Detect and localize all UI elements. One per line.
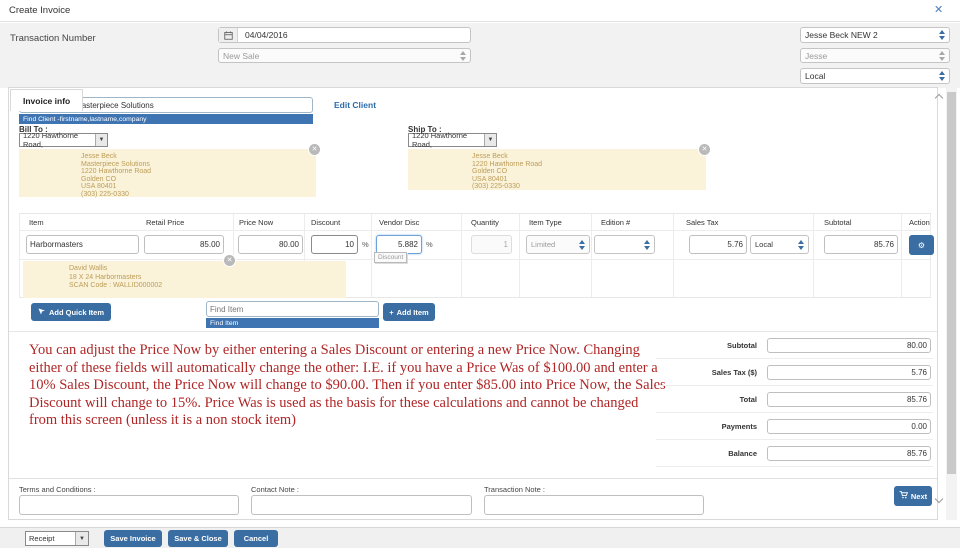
discount-input[interactable] bbox=[311, 235, 358, 254]
cursor-icon bbox=[38, 307, 46, 317]
find-item-input[interactable] bbox=[206, 301, 379, 317]
col-header-sales-tax: Sales Tax bbox=[686, 218, 719, 227]
stepper-icon[interactable] bbox=[939, 71, 945, 81]
vendor-disc-input[interactable] bbox=[376, 235, 422, 254]
sale-type-select[interactable]: New Sale bbox=[218, 48, 471, 63]
chevron-down-icon: ▼ bbox=[483, 134, 496, 146]
item-type-select[interactable]: Limited bbox=[526, 235, 590, 254]
transaction-number-label: Transaction Number bbox=[10, 33, 96, 44]
chevron-down-icon: ▼ bbox=[75, 532, 88, 545]
cart-icon bbox=[899, 491, 908, 501]
col-header-retail-price: Retail Price bbox=[146, 218, 185, 227]
summary-total-input[interactable] bbox=[767, 392, 931, 407]
summary-row-balance: Balance bbox=[656, 440, 933, 467]
ship-to-address: Jesse Beck 1220 Hawthorne Road Golden CO… bbox=[408, 144, 710, 190]
plus-icon: + bbox=[389, 307, 394, 317]
quantity-input bbox=[471, 235, 512, 254]
summary-row-total: Total bbox=[656, 386, 933, 413]
summary-balance-input[interactable] bbox=[767, 446, 931, 461]
contact-note-label: Contact Note : bbox=[251, 485, 299, 494]
transaction-note-label: Transaction Note : bbox=[484, 485, 545, 494]
stepper-icon[interactable] bbox=[939, 30, 945, 40]
save-close-button[interactable]: Save & Close bbox=[168, 530, 228, 547]
save-invoice-button[interactable]: Save Invoice bbox=[104, 530, 162, 547]
terms-label: Terms and Conditions : bbox=[19, 485, 96, 494]
stepper-icon[interactable] bbox=[579, 239, 585, 250]
summary-sales-tax-input[interactable] bbox=[767, 365, 931, 380]
col-header-item-type: Item Type bbox=[529, 218, 562, 227]
tab-invoice-info[interactable]: Invoice info bbox=[10, 89, 84, 111]
modal-footer: Receipt ▼ Save Invoice Save & Close Canc… bbox=[0, 527, 960, 548]
line-subtotal-input[interactable] bbox=[824, 235, 898, 254]
summary-row-sales-tax: Sales Tax ($) bbox=[656, 359, 933, 386]
invoice-summary: Subtotal Sales Tax ($) Total Payments Ba… bbox=[656, 332, 933, 467]
terms-input[interactable] bbox=[19, 495, 239, 515]
pricing-instructions-text: You can adjust the Price Now by either e… bbox=[29, 342, 666, 429]
find-client-hint: Find Client -firstname,lastname,company bbox=[19, 114, 313, 124]
discount-percent-suffix: % bbox=[362, 240, 369, 249]
stepper-icon[interactable] bbox=[939, 50, 945, 61]
summary-row-subtotal: Subtotal bbox=[656, 332, 933, 359]
bill-to-address: Jesse Beck Masterpiece Solutions 1220 Ha… bbox=[19, 144, 320, 198]
contact-note-input[interactable] bbox=[251, 495, 472, 515]
staff-select[interactable]: Jesse bbox=[800, 48, 950, 63]
col-header-item: Item bbox=[29, 218, 44, 227]
bill-to-label: Bill To : bbox=[19, 125, 48, 134]
row-action-button[interactable]: ⚙ bbox=[909, 235, 934, 255]
col-header-vendor-disc: Vendor Disc bbox=[379, 218, 420, 227]
retail-price-input[interactable] bbox=[144, 235, 224, 254]
close-icon[interactable]: ✕ bbox=[309, 144, 320, 155]
location-select[interactable]: Local bbox=[800, 68, 950, 84]
invoice-date-value: 04/04/2016 bbox=[245, 30, 288, 40]
col-header-discount: Discount bbox=[311, 218, 341, 227]
vendor-disc-percent-suffix: % bbox=[426, 240, 433, 249]
price-now-input[interactable] bbox=[238, 235, 303, 254]
cancel-button[interactable]: Cancel bbox=[234, 530, 278, 547]
edition-select[interactable] bbox=[594, 235, 655, 254]
col-header-quantity: Quantity bbox=[471, 218, 499, 227]
find-item-hint: Find Item bbox=[206, 318, 379, 328]
edit-client-link[interactable]: Edit Client bbox=[334, 100, 377, 110]
gear-icon: ⚙ bbox=[917, 240, 926, 250]
receipt-select[interactable]: Receipt ▼ bbox=[25, 531, 89, 546]
item-detail-box: David Wallis 18 X 24 Harbormasters SCAN … bbox=[23, 261, 346, 298]
discount-tooltip: Discount bbox=[374, 252, 408, 263]
summary-subtotal-input[interactable] bbox=[767, 338, 931, 353]
items-table: Item Retail Price Price Now Discount Ven… bbox=[19, 213, 934, 298]
close-icon[interactable]: ✕ bbox=[934, 4, 944, 16]
close-icon[interactable]: ✕ bbox=[224, 255, 235, 266]
add-item-button[interactable]: + Add Item bbox=[383, 303, 435, 321]
invoice-date-field[interactable]: 04/04/2016 bbox=[218, 27, 471, 43]
col-header-action: Action bbox=[909, 218, 930, 227]
tax-location-select[interactable]: Local bbox=[750, 235, 809, 254]
col-header-price-now: Price Now bbox=[239, 218, 274, 227]
close-icon[interactable]: ✕ bbox=[699, 144, 710, 155]
invoice-subheader: Transaction Number 04/04/2016 New Sale J… bbox=[0, 23, 960, 111]
col-header-subtotal: Subtotal bbox=[824, 218, 852, 227]
scrollbar-thumb[interactable] bbox=[947, 92, 956, 474]
ship-to-label: Ship To : bbox=[408, 125, 442, 134]
transaction-note-input[interactable] bbox=[484, 495, 704, 515]
next-button[interactable]: Next bbox=[894, 486, 932, 506]
page-title: Create Invoice bbox=[9, 5, 71, 16]
item-name-input[interactable] bbox=[26, 235, 139, 254]
chevron-down-icon: ▼ bbox=[94, 134, 107, 146]
stepper-icon[interactable] bbox=[644, 239, 650, 250]
stepper-icon[interactable] bbox=[460, 50, 466, 61]
bill-to-select[interactable]: 1220 Hawthorne Road, ▼ bbox=[19, 131, 108, 149]
ship-to-select[interactable]: 1220 Hawthorne Road, ▼ bbox=[408, 131, 497, 149]
col-header-edition: Edition # bbox=[601, 218, 631, 227]
summary-row-payments: Payments bbox=[656, 413, 933, 440]
stepper-icon[interactable] bbox=[798, 239, 804, 250]
add-quick-item-button[interactable]: Add Quick Item bbox=[31, 303, 111, 321]
client-select[interactable]: Jesse Beck NEW 2 bbox=[800, 27, 950, 43]
summary-payments-input[interactable] bbox=[767, 419, 931, 434]
modal-header: Create Invoice ✕ bbox=[0, 0, 960, 22]
invoice-info-panel: Find Client -firstname,lastname,company … bbox=[8, 87, 938, 520]
sales-tax-input[interactable] bbox=[689, 235, 747, 254]
calendar-icon bbox=[219, 28, 238, 42]
